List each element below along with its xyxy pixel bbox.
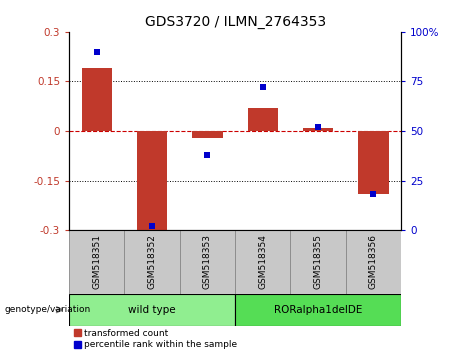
Text: wild type: wild type <box>128 305 176 315</box>
Point <box>93 49 100 55</box>
Legend: transformed count, percentile rank within the sample: transformed count, percentile rank withi… <box>74 329 237 349</box>
Point <box>148 223 156 229</box>
FancyBboxPatch shape <box>180 230 235 294</box>
Bar <box>82 68 112 131</box>
Text: GSM518353: GSM518353 <box>203 234 212 290</box>
Text: GSM518356: GSM518356 <box>369 234 378 290</box>
FancyBboxPatch shape <box>69 294 235 326</box>
Title: GDS3720 / ILMN_2764353: GDS3720 / ILMN_2764353 <box>145 16 325 29</box>
FancyBboxPatch shape <box>346 230 401 294</box>
Bar <box>137 131 167 230</box>
Text: GSM518355: GSM518355 <box>313 234 323 290</box>
Point <box>314 124 322 130</box>
Text: GSM518354: GSM518354 <box>258 234 267 290</box>
Bar <box>248 108 278 131</box>
Point <box>370 192 377 197</box>
Bar <box>192 131 223 138</box>
FancyBboxPatch shape <box>69 230 124 294</box>
Text: GSM518351: GSM518351 <box>92 234 101 290</box>
FancyBboxPatch shape <box>290 230 346 294</box>
Point <box>204 152 211 158</box>
Bar <box>303 128 333 131</box>
Point <box>259 85 266 90</box>
FancyBboxPatch shape <box>124 230 180 294</box>
Text: genotype/variation: genotype/variation <box>5 305 91 314</box>
Text: RORalpha1delDE: RORalpha1delDE <box>274 305 362 315</box>
FancyBboxPatch shape <box>235 294 401 326</box>
FancyBboxPatch shape <box>235 230 290 294</box>
Bar <box>358 131 389 194</box>
Text: GSM518352: GSM518352 <box>148 234 157 290</box>
